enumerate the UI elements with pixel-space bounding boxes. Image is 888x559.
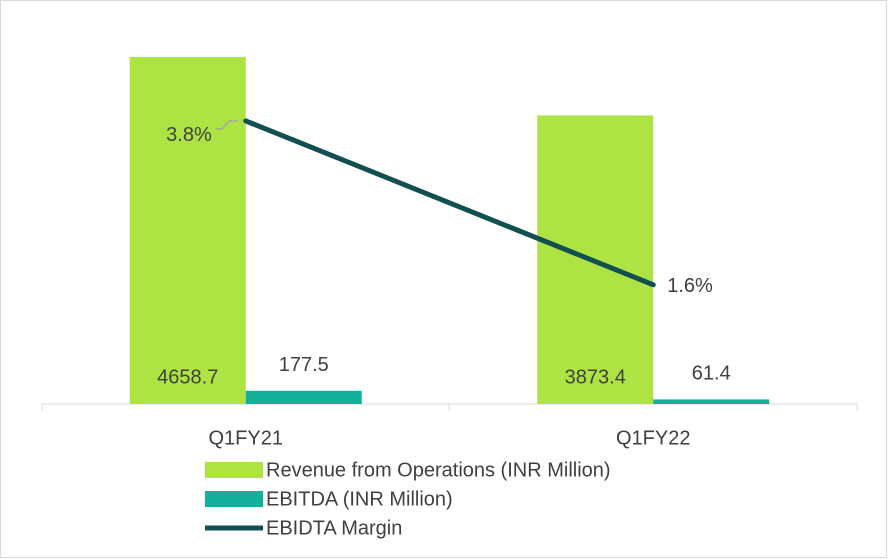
data-label: 177.5: [279, 354, 329, 376]
legend-label: Revenue from Operations (INR Million): [266, 459, 611, 481]
line-series: [243, 118, 656, 288]
legend-label: EBITDA (INR Million): [266, 488, 453, 510]
data-label: 1.6%: [667, 275, 713, 297]
bar: [129, 56, 246, 404]
data-label: 61.4: [692, 363, 731, 385]
legend-label: EBIDTA Margin: [266, 517, 402, 539]
bar: [245, 390, 362, 404]
data-label: 4658.7: [157, 366, 218, 388]
x-tick-label: Q1FY22: [616, 427, 690, 449]
legend-swatch: [205, 491, 263, 507]
data-label: 3.8%: [166, 124, 212, 146]
x-tick-label: Q1FY21: [209, 427, 283, 449]
leader-line: [215, 120, 238, 130]
legend-swatch: [205, 462, 263, 478]
data-label: 3873.4: [565, 366, 626, 388]
bar: [653, 399, 770, 404]
